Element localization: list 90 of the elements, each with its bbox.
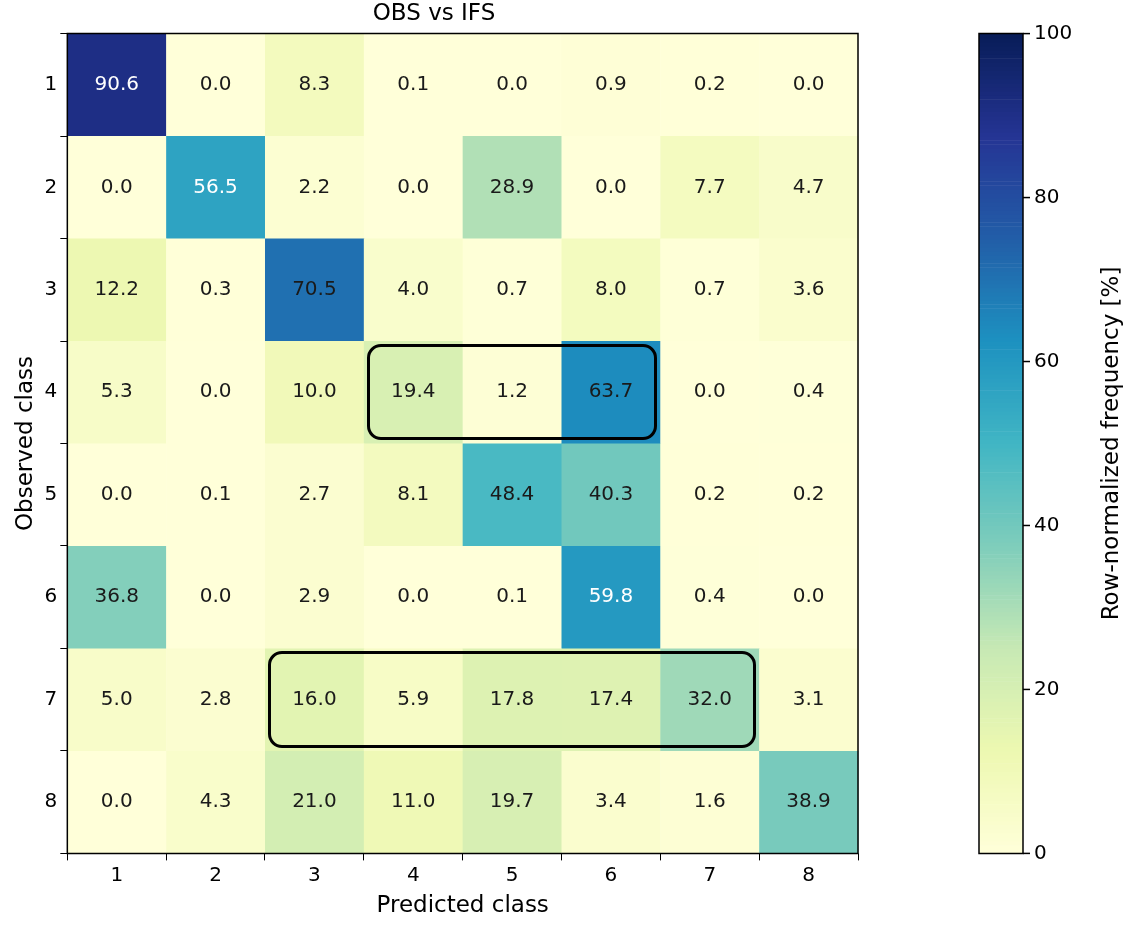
data-label: 0.0: [100, 173, 133, 198]
data-label: 0.0: [792, 71, 825, 96]
data-label: 11.0: [390, 788, 436, 813]
data-label: 2.2: [298, 173, 331, 198]
data-label: 8.1: [397, 480, 430, 505]
data-label: 0.1: [199, 480, 232, 505]
data-label: 0.1: [496, 583, 528, 608]
data-label: 56.5: [193, 173, 238, 198]
data-label: 10.0: [292, 378, 337, 403]
color-bar-label: 20: [1034, 675, 1060, 700]
x-tick-label: 6: [604, 861, 618, 886]
color-bar-label: 0: [1034, 839, 1047, 864]
data-label: 0.0: [199, 71, 232, 96]
data-label: 0.0: [397, 583, 430, 608]
x-tick-label: 4: [406, 861, 420, 886]
y-tick-label: 4: [44, 378, 58, 403]
data-label: 12.2: [94, 275, 140, 300]
data-label: 28.9: [489, 173, 535, 198]
data-label: 8.0: [595, 275, 627, 300]
y-tick-label: 8: [44, 788, 58, 813]
data-label: 3.4: [595, 788, 627, 813]
data-label: 0.7: [693, 275, 726, 300]
data-label: 7.7: [693, 173, 726, 198]
data-label: 0.2: [693, 71, 726, 96]
data-label: 8.3: [298, 71, 331, 96]
y-tick-label: 2: [44, 173, 58, 198]
data-label: 19.7: [489, 788, 535, 813]
y-tick-label: 7: [44, 685, 58, 710]
data-label: 21.0: [292, 788, 337, 813]
data-label: 5.3: [100, 378, 133, 403]
data-label: 0.1: [397, 71, 430, 96]
data-label: 3.6: [792, 275, 825, 300]
data-label: 1.6: [693, 788, 726, 813]
data-label: 0.0: [199, 583, 232, 608]
data-label: 48.4: [489, 480, 535, 505]
data-label: 0.7: [496, 275, 528, 300]
data-label: 90.6: [94, 71, 140, 96]
data-label: 32.0: [687, 685, 733, 710]
data-label: 38.9: [786, 788, 831, 813]
x-tick-label: 1: [110, 861, 124, 886]
data-label: 4.7: [792, 173, 825, 198]
data-label: 0.0: [199, 378, 232, 403]
x-tick-label: 3: [308, 861, 321, 886]
y-tick-label: 1: [44, 71, 58, 96]
data-label: 0.3: [199, 275, 232, 300]
data-label: 2.8: [199, 685, 232, 710]
data-label: 19.4: [390, 378, 436, 403]
data-label: 16.0: [292, 685, 337, 710]
y-tick-label: 5: [44, 480, 58, 505]
data-label: 17.4: [588, 685, 634, 710]
y-tick-label: 3: [44, 275, 58, 300]
data-label: 2.9: [298, 583, 331, 608]
x-tick-label: 7: [703, 861, 717, 886]
data-label: 0.4: [693, 583, 726, 608]
data-label: 0.0: [693, 378, 726, 403]
x-tick-label: 8: [802, 861, 815, 886]
data-label: 2.7: [298, 480, 331, 505]
data-label: 0.9: [595, 71, 627, 96]
color-bar-title: Row-normalized frequency [%]: [1096, 266, 1123, 621]
data-label: 0.0: [595, 173, 627, 198]
data-label: 0.2: [693, 480, 726, 505]
color-bar-label: 100: [1034, 19, 1073, 44]
data-label: 36.8: [94, 583, 140, 608]
color-bar-label: 40: [1034, 511, 1060, 536]
x-tick-label: 5: [505, 861, 519, 886]
data-label: 4.0: [397, 275, 430, 300]
data-label: 0.4: [792, 378, 825, 403]
data-label: 40.3: [588, 480, 634, 505]
data-label: 5.0: [100, 685, 133, 710]
data-label: 4.3: [199, 788, 232, 813]
data-label: 0.2: [792, 480, 825, 505]
data-label: 5.9: [397, 685, 430, 710]
data-label: 0.0: [792, 583, 825, 608]
data-label: 3.1: [792, 685, 825, 710]
color-bar-label: 80: [1034, 183, 1060, 208]
data-label: 70.5: [292, 275, 337, 300]
data-label: 17.8: [489, 685, 535, 710]
data-label: 0.0: [496, 71, 528, 96]
data-label: 1.2: [496, 378, 528, 403]
data-label: 0.0: [100, 788, 133, 813]
y-axis-title: Observed class: [10, 355, 37, 532]
data-label: 0.0: [100, 480, 133, 505]
x-axis-title: Predicted class: [376, 891, 549, 918]
data-label: 63.7: [588, 378, 634, 403]
x-tick-label: 2: [209, 861, 222, 886]
data-label: 0.0: [397, 173, 430, 198]
y-tick-label: 6: [44, 583, 58, 608]
chart-title: OBS vs IFS: [372, 0, 496, 25]
color-bar-label: 60: [1034, 347, 1060, 372]
data-label: 59.8: [588, 583, 634, 608]
